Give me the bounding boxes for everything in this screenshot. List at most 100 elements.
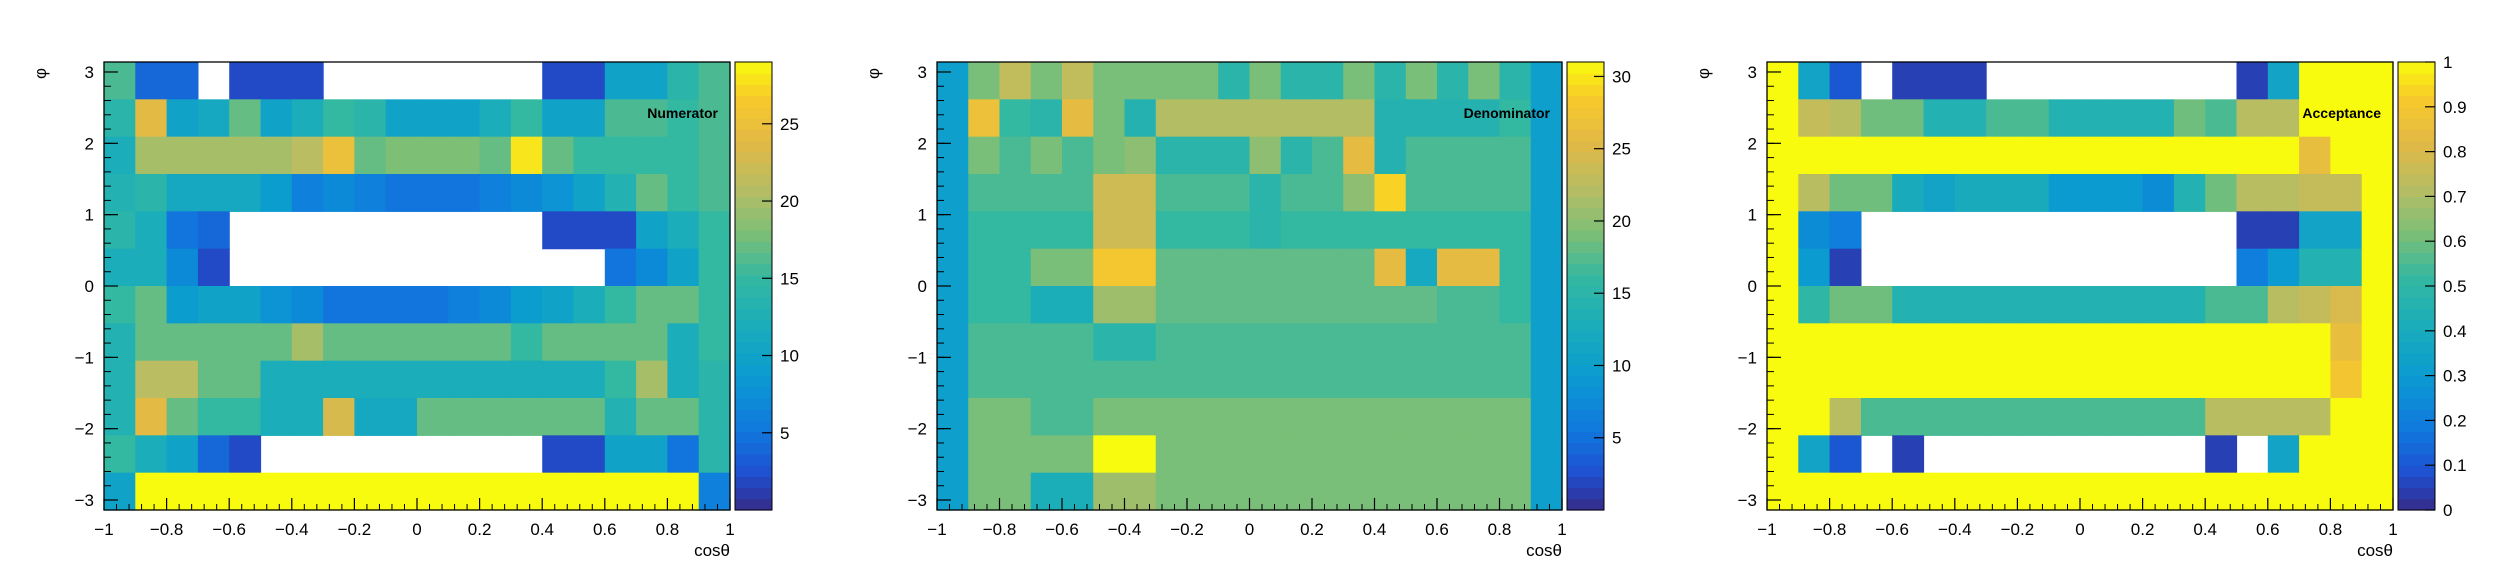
heatmap-cell	[1062, 286, 1094, 324]
heatmap-cell	[417, 398, 449, 436]
colorbar-swatch	[1567, 162, 1604, 175]
colorbar-swatch	[735, 297, 772, 309]
heatmap-cell	[1030, 99, 1063, 138]
heatmap-cell	[573, 99, 606, 138]
heatmap-cell	[166, 398, 199, 436]
heatmap-cell	[2299, 472, 2331, 511]
heatmap-cell	[2017, 323, 2050, 362]
heatmap-cell	[260, 174, 293, 212]
heatmap-cell	[1280, 472, 1313, 511]
heatmap-cell	[1155, 360, 1188, 399]
heatmap-cell	[937, 360, 969, 399]
heatmap-cell	[999, 62, 1032, 100]
heatmap-cell	[1767, 99, 1799, 138]
heatmap-cell	[323, 136, 355, 175]
heatmap-cell	[1798, 360, 1831, 399]
heatmap-cell	[1280, 99, 1313, 138]
heatmap-cell	[1374, 211, 1407, 250]
heatmap-cell	[1093, 248, 1126, 287]
heatmap-cell	[1499, 286, 1532, 324]
heatmap-cell	[1124, 136, 1157, 175]
heatmap-cell	[385, 398, 418, 436]
heatmap-cell	[1093, 398, 1126, 436]
colorbar-swatch	[2398, 375, 2435, 388]
colorbar-swatch	[735, 342, 772, 354]
y-tick-label: −1	[75, 348, 94, 367]
y-tick-label: 3	[918, 63, 927, 82]
colorbar-swatch	[1567, 319, 1604, 332]
heatmap-cell	[510, 286, 543, 324]
chart-panel-3: −1 −0.8 −0.6 −0.4 −0.2 0 0.2 0.4 0.6 0.8 1 −3 −2 −1 0 1…	[1694, 53, 2467, 560]
colorbar-swatch	[1567, 297, 1604, 309]
heatmap-cell	[1892, 398, 1925, 436]
colorbar-swatch	[2398, 297, 2435, 309]
y-tick-label: 3	[1748, 63, 1757, 82]
colorbar-tick-label: 15	[780, 269, 799, 288]
heatmap-cell	[448, 472, 481, 511]
heatmap-cell	[1343, 211, 1376, 250]
x-tick-label: 1	[1557, 520, 1566, 539]
heatmap-cell	[1530, 62, 1563, 100]
heatmap-cell	[1093, 211, 1126, 250]
heatmap-cell	[1986, 472, 2018, 511]
colorbar-swatch	[1567, 431, 1604, 444]
heatmap-cell	[1892, 360, 1925, 399]
heatmap-cell	[1892, 174, 1925, 212]
heatmap-cell	[2299, 99, 2331, 138]
heatmap-cell	[937, 472, 969, 511]
heatmap-cell	[323, 323, 355, 362]
heatmap-cell	[2236, 62, 2269, 100]
heatmap-cell	[1405, 136, 1438, 175]
chart-panel-1: −1 −0.8 −0.6 −0.4 −0.2 0 0.2 0.4 0.6 0.8 1 −3 −2 −1 0 1…	[31, 61, 799, 560]
colorbar-tick-label: 0.4	[2443, 322, 2467, 341]
colorbar-swatch	[1567, 274, 1604, 287]
colorbar-swatch	[1567, 353, 1604, 365]
heatmap-cell	[1187, 136, 1219, 175]
heatmap-cell	[1798, 99, 1831, 138]
heatmap-cell	[2142, 360, 2175, 399]
heatmap-cell	[1093, 62, 1126, 100]
heatmap-cell	[354, 360, 387, 399]
heatmap-cell	[2111, 323, 2144, 362]
colorbar-swatch	[735, 274, 772, 287]
heatmap-cell	[1405, 286, 1438, 324]
heatmap-cell	[1437, 323, 1469, 362]
colorbar-swatch	[2398, 129, 2435, 141]
colorbar-swatch	[735, 386, 772, 399]
heatmap-cell	[104, 323, 136, 362]
x-axis-title: cosθ	[1526, 541, 1562, 560]
heatmap-cell	[2267, 398, 2300, 436]
heatmap-cell	[291, 174, 324, 212]
heatmap-cell	[573, 398, 606, 436]
heatmap-cell	[448, 360, 481, 399]
heatmap-cell	[2080, 360, 2112, 399]
heatmap-cell	[2267, 435, 2300, 474]
colorbar-swatch	[1567, 409, 1604, 421]
heatmap-cell	[999, 286, 1032, 324]
heatmap-cell	[1030, 472, 1063, 511]
heatmap-cell	[166, 472, 199, 511]
heatmap-cell	[1860, 286, 1893, 324]
heatmap-cell	[1280, 174, 1313, 212]
heatmap-cell	[937, 99, 969, 138]
heatmap-cell	[1923, 136, 1956, 175]
heatmap-cell	[937, 248, 969, 287]
heatmap-cell	[1829, 136, 1862, 175]
heatmap-cell	[1218, 62, 1251, 100]
heatmap-cell	[1499, 472, 1532, 511]
heatmap-cell	[1093, 99, 1126, 138]
heatmap-cell	[2205, 472, 2238, 511]
colorbar-swatch	[2398, 330, 2435, 343]
x-tick-label: 1	[725, 520, 734, 539]
heatmap-cell	[1218, 323, 1251, 362]
heatmap-cell	[1187, 360, 1219, 399]
heatmap-cell	[1860, 136, 1893, 175]
heatmap-cell	[1374, 360, 1407, 399]
y-axis-title: φ	[864, 68, 883, 79]
heatmap-cell	[2361, 286, 2394, 324]
heatmap-cell	[323, 398, 355, 436]
colorbar-swatch	[2398, 353, 2435, 365]
heatmap-cell	[1767, 174, 1799, 212]
heatmap-cell	[1860, 360, 1893, 399]
colorbar-swatch	[1567, 73, 1604, 85]
